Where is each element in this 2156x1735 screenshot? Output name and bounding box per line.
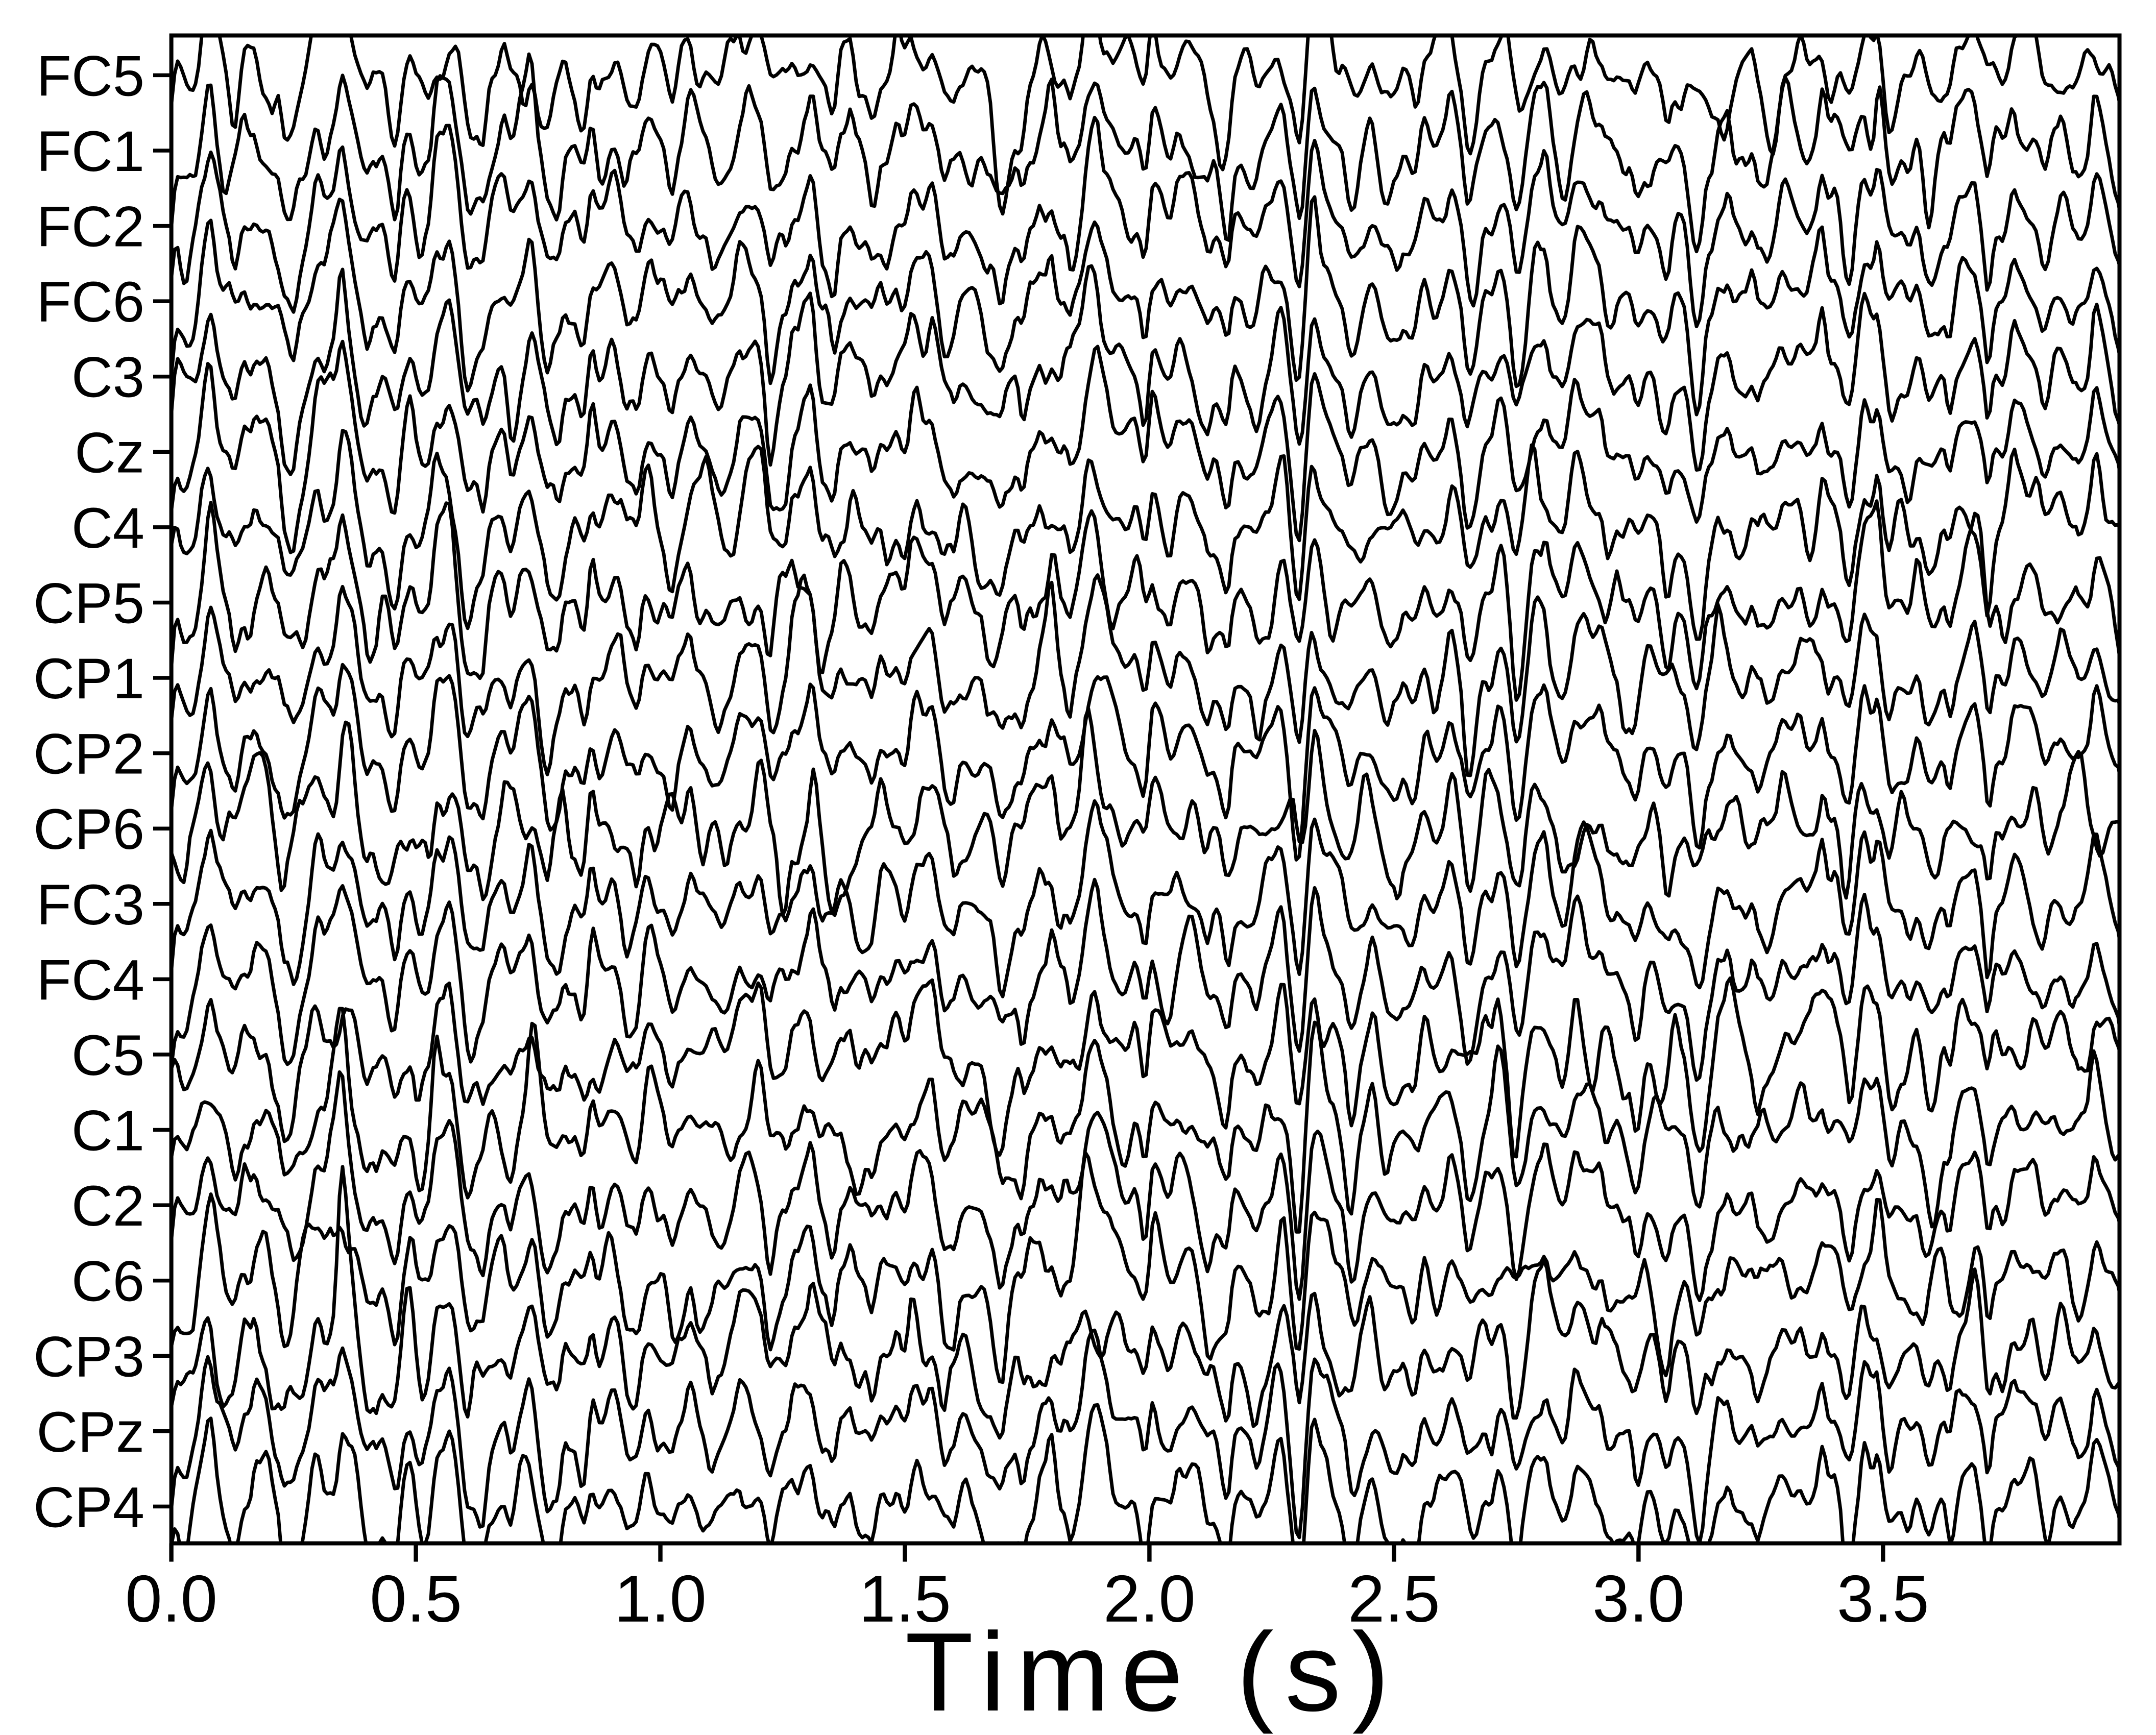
svg-text:CPz: CPz bbox=[36, 1400, 144, 1464]
svg-text:CP5: CP5 bbox=[33, 572, 144, 636]
svg-text:C6: C6 bbox=[71, 1250, 144, 1313]
svg-text:0.5: 0.5 bbox=[370, 1561, 462, 1636]
svg-text:FC5: FC5 bbox=[36, 44, 144, 108]
svg-text:0.0: 0.0 bbox=[125, 1561, 217, 1636]
svg-text:2.0: 2.0 bbox=[1103, 1561, 1196, 1636]
svg-text:FC6: FC6 bbox=[36, 270, 144, 334]
svg-text:C5: C5 bbox=[71, 1023, 144, 1087]
svg-text:3.5: 3.5 bbox=[1837, 1561, 1929, 1636]
svg-text:C1: C1 bbox=[71, 1099, 144, 1163]
svg-text:FC2: FC2 bbox=[36, 195, 144, 259]
svg-text:FC1: FC1 bbox=[36, 119, 144, 183]
svg-text:CP3: CP3 bbox=[33, 1325, 144, 1388]
svg-text:C2: C2 bbox=[71, 1174, 144, 1238]
svg-text:Cz: Cz bbox=[75, 421, 144, 484]
svg-text:CP6: CP6 bbox=[33, 797, 144, 861]
svg-text:1.0: 1.0 bbox=[614, 1561, 707, 1636]
svg-text:FC3: FC3 bbox=[36, 873, 144, 937]
svg-text:Time (s): Time (s) bbox=[905, 1610, 1401, 1734]
svg-text:2.5: 2.5 bbox=[1348, 1561, 1440, 1636]
svg-text:3.0: 3.0 bbox=[1592, 1561, 1685, 1636]
svg-text:FC4: FC4 bbox=[36, 948, 144, 1012]
svg-text:CP4: CP4 bbox=[33, 1475, 144, 1539]
svg-text:C4: C4 bbox=[71, 496, 144, 560]
svg-text:CP2: CP2 bbox=[33, 722, 144, 786]
svg-text:CP1: CP1 bbox=[33, 647, 144, 711]
svg-text:1.5: 1.5 bbox=[859, 1561, 951, 1636]
svg-text:C3: C3 bbox=[71, 346, 144, 409]
